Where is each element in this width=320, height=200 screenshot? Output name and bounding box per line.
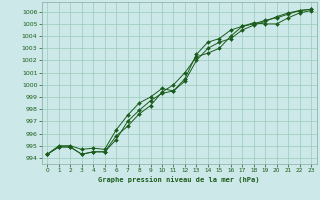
X-axis label: Graphe pression niveau de la mer (hPa): Graphe pression niveau de la mer (hPa)	[99, 176, 260, 183]
